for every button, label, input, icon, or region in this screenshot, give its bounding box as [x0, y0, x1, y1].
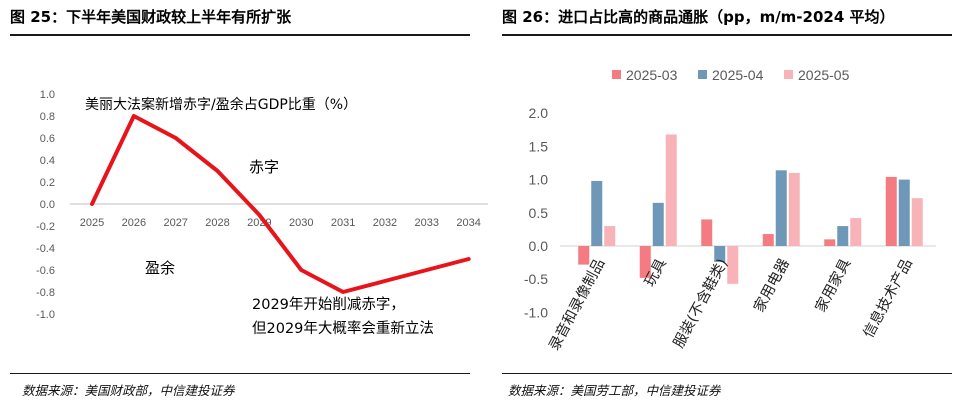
- y-tick-label: -1.0: [524, 304, 548, 320]
- x-tick-label: 2033: [415, 217, 439, 229]
- bar-2025-04: [837, 226, 849, 246]
- x-tick-label: 2031: [331, 217, 355, 229]
- bar-2025-05: [727, 246, 739, 284]
- annotation-note-line-2: 但2029年大概率会重新立法: [252, 320, 434, 337]
- y-tick-label: -0.5: [524, 271, 548, 287]
- x-tick-label: 2027: [163, 217, 187, 229]
- right-title-rule: [502, 34, 952, 36]
- y-tick-label: 0.0: [529, 238, 549, 254]
- bar-2025-05: [850, 218, 862, 246]
- y-tick-label: 0.0: [40, 199, 55, 211]
- bar-2025-03: [762, 234, 774, 246]
- y-tick-label: 0.8: [40, 111, 55, 123]
- left-title-rule: [10, 34, 470, 36]
- legend-label: 2025-03: [626, 67, 678, 83]
- deficit-series-line: [90, 114, 471, 294]
- bar-2025-03: [885, 176, 897, 246]
- bar-2025-03: [701, 219, 713, 246]
- bar-2025-03: [639, 246, 651, 278]
- import-inflation-bar-chart: 2.0 1.5 1.0 0.5 0.0 -0.5 -1.0 2025-03 2025-04 202…: [524, 67, 936, 354]
- bar-2025-05: [604, 226, 616, 246]
- bar-2025-04: [775, 170, 787, 246]
- annotation-surplus-label: 盈余: [145, 259, 175, 277]
- y-tick-label: -0.6: [36, 265, 55, 277]
- right-figure-panel: 图 26：进口占比高的商品通胀（pp，m/m-2024 平均） 2.0 1.5 1.…: [490, 0, 960, 405]
- bar-2025-05: [788, 172, 800, 246]
- x-tick-label: 2030: [289, 217, 313, 229]
- y-tick-label: 1.0: [529, 172, 549, 188]
- bar-2025-03: [578, 246, 590, 265]
- bar-2025-04: [652, 202, 664, 246]
- category-label: 服装(不含鞋类): [670, 256, 731, 351]
- bar-2025-05: [665, 134, 677, 246]
- right-figure-title: 图 26：进口占比高的商品通胀（pp，m/m-2024 平均）: [502, 8, 895, 26]
- y-tick-label: -1.0: [36, 309, 55, 321]
- legend-swatch: [698, 70, 707, 79]
- legend-swatch: [784, 70, 793, 79]
- y-tick-label: 0.6: [40, 133, 55, 145]
- bar-2025-04: [591, 180, 603, 246]
- y-tick-label: 0.2: [40, 177, 55, 189]
- y-tick-label: 1.5: [529, 138, 549, 154]
- bar-2025-04: [714, 246, 726, 262]
- deficit-line-chart: 1.0 0.8 0.6 0.4 0.2 0.0 -0.2 -0.4 -0.6 -0.8 -1.0 20…: [36, 89, 488, 337]
- annotation-deficit-label: 赤字: [249, 158, 279, 176]
- x-tick-label: 2032: [373, 217, 397, 229]
- x-tick-label: 2025: [80, 217, 104, 229]
- left-source-note: 数据来源：美国财政部，中信建投证券: [22, 383, 235, 398]
- category-label: 家用家具: [812, 256, 854, 315]
- legend-label: 2025-04: [712, 67, 764, 83]
- annotation-main-label: 美丽大法案新增赤字/盈余占GDP比重（%）: [85, 96, 357, 113]
- annotation-note-line-1: 2029年开始削减赤字，: [252, 296, 405, 313]
- y-tick-label: 1.0: [40, 89, 55, 101]
- left-figure-title: 图 25：下半年美国财政较上半年有所扩张: [10, 8, 292, 26]
- legend-label: 2025-05: [798, 67, 850, 83]
- bar-2025-05: [911, 198, 923, 246]
- y-tick-label: -0.2: [36, 221, 55, 233]
- category-label: 录音和录像制品: [546, 256, 609, 354]
- left-figure-panel: 图 25：下半年美国财政较上半年有所扩张 1.0 0.8 0.6 0.4 0.2 0.0 -…: [10, 8, 488, 398]
- right-source-note: 数据来源：美国劳工部，中信建投证券: [508, 383, 721, 398]
- y-tick-label: -0.4: [36, 243, 55, 255]
- y-tick-label: 0.5: [529, 205, 549, 221]
- category-label: 家用电器: [751, 255, 793, 315]
- y-tick-label: 0.4: [40, 155, 55, 167]
- legend-swatch: [612, 70, 621, 79]
- category-label: 信息技术产品: [860, 256, 916, 341]
- bar-2025-03: [824, 239, 836, 246]
- x-tick-label: 2034: [456, 217, 480, 229]
- left-source-rule: [10, 373, 470, 374]
- right-source-rule: [502, 373, 952, 374]
- x-tick-label: 2026: [122, 217, 146, 229]
- x-tick-label: 2028: [205, 217, 229, 229]
- y-tick-label: 2.0: [529, 105, 549, 121]
- bar-2025-04: [898, 179, 910, 246]
- y-tick-label: -0.8: [36, 287, 55, 299]
